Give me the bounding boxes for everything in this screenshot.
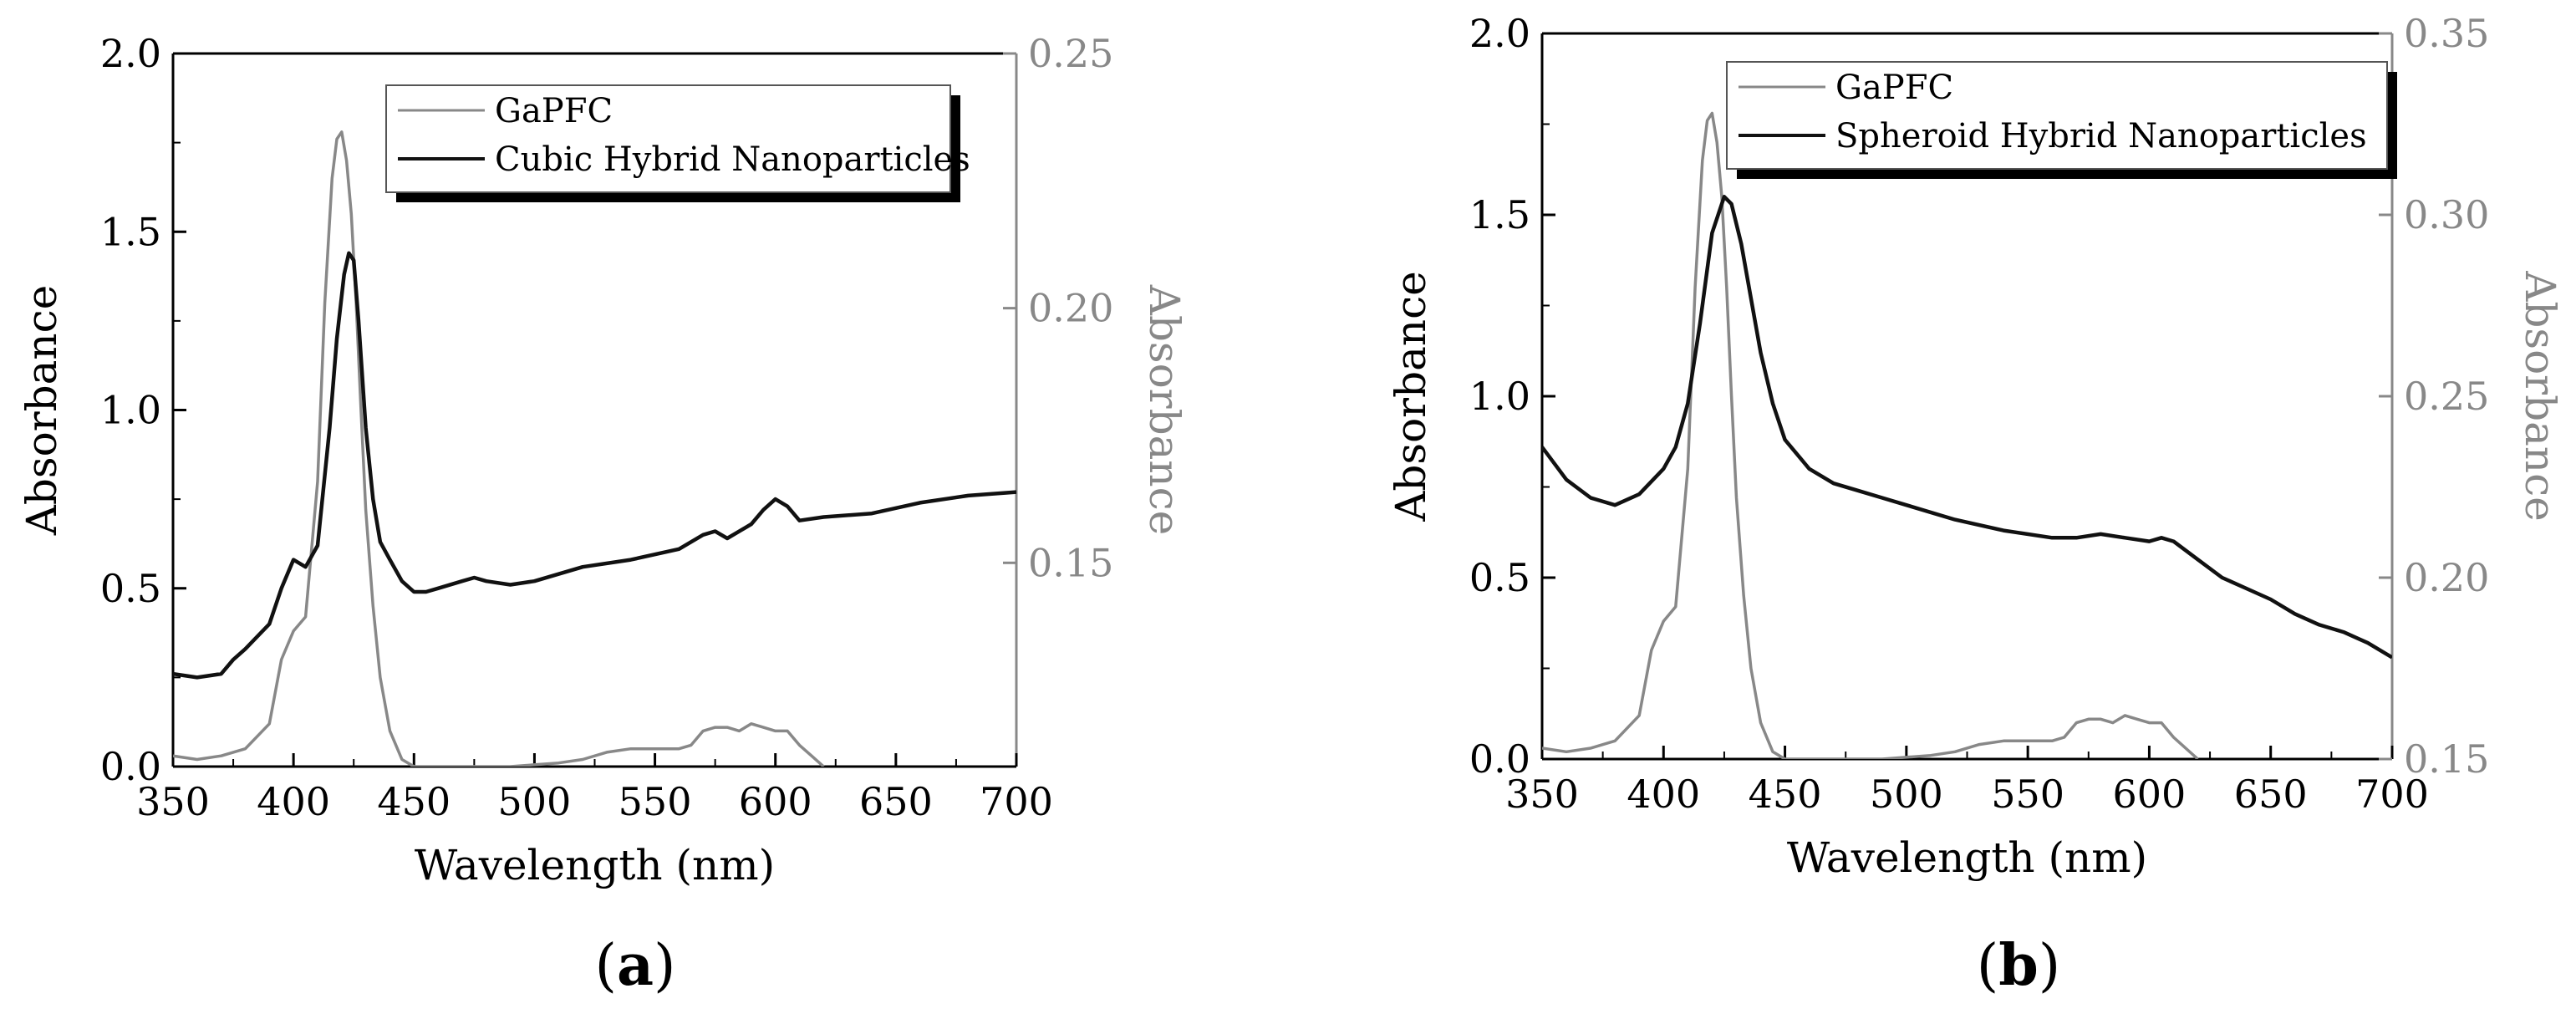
panel-label-open: ( <box>594 933 617 999</box>
legend-box <box>1726 61 2388 170</box>
legend-label: GaPFC <box>495 92 613 130</box>
y-left-tick-label: 0.0 <box>1469 736 1530 782</box>
panel-label: (b) <box>1977 932 2061 999</box>
y-left-tick-label: 2.0 <box>100 31 161 76</box>
legend-label: Cubic Hybrid Nanoparticles <box>495 140 970 179</box>
legend-box <box>385 84 951 193</box>
x-tick-label: 600 <box>739 779 812 824</box>
y-left-tick-label: 1.0 <box>1469 374 1530 419</box>
y-right-tick-label: 0.20 <box>1028 286 1113 331</box>
y-right-tick-label: 0.30 <box>2404 192 2489 237</box>
gapfc-series-line <box>1542 111 2199 759</box>
y-right-tick-label: 0.15 <box>2404 736 2489 782</box>
x-tick-label: 600 <box>2113 772 2187 817</box>
y-right-axis-title: Absorbance <box>1140 284 1189 535</box>
hybrid-series-line <box>173 251 1016 680</box>
panel-label-open: ( <box>1977 933 1999 999</box>
chart-panel-a: 350 400 450 500 550 600 650 700 0.0 0.5 1.0 1.5 2.0 0… <box>18 31 1189 889</box>
x-tick-label: 650 <box>2234 772 2308 817</box>
hybrid-series-line <box>1542 195 2392 660</box>
x-tick-label: 400 <box>1627 772 1700 817</box>
panel-label-close: ) <box>654 933 676 999</box>
x-tick-label: 700 <box>2355 772 2429 817</box>
x-tick-label: 450 <box>377 779 451 824</box>
x-axis-title: Wavelength (nm) <box>1787 833 2147 882</box>
panel-label-letter: a <box>617 932 654 999</box>
y-left-tick-label: 1.5 <box>100 209 161 254</box>
y-left-tick-label: 0.5 <box>1469 555 1530 600</box>
x-tick-label: 550 <box>619 779 692 824</box>
x-axis-title: Wavelength (nm) <box>415 841 775 889</box>
y-left-axis-title: Absorbance <box>18 285 66 536</box>
y-right-tick-label: 0.35 <box>2404 11 2489 56</box>
x-tick-label: 550 <box>1991 772 2064 817</box>
x-tick-label: 700 <box>980 779 1053 824</box>
x-tick-label: 500 <box>498 779 572 824</box>
chart-panel-b: 350 400 450 500 550 600 650 700 0.0 0.5 1.0 1.5 2.0 0… <box>1387 11 2564 882</box>
y-left-tick-label: 2.0 <box>1469 11 1530 56</box>
y-left-axis-title: Absorbance <box>1387 271 1435 522</box>
x-tick-label: 400 <box>257 779 330 824</box>
x-tick-label: 350 <box>1505 772 1579 817</box>
panel-label: (a) <box>594 932 675 999</box>
x-tick-label: 650 <box>859 779 933 824</box>
y-left-tick-label: 1.5 <box>1469 192 1530 237</box>
y-right-tick-label: 0.25 <box>2404 374 2489 419</box>
y-left-tick-label: 1.0 <box>100 388 161 433</box>
y-right-tick-label: 0.15 <box>1028 540 1113 585</box>
legend-label: Spheroid Hybrid Nanoparticles <box>1835 117 2367 155</box>
x-tick-label: 500 <box>1870 772 1943 817</box>
panel-label-letter: b <box>1998 932 2039 999</box>
y-right-tick-label: 0.25 <box>1028 31 1113 76</box>
y-right-axis-title: Absorbance <box>2516 270 2564 521</box>
y-right-tick-label: 0.20 <box>2404 555 2489 600</box>
panel-label-close: ) <box>2039 933 2061 999</box>
y-left-tick-label: 0.5 <box>100 566 161 611</box>
y-left-tick-label: 0.0 <box>100 744 161 789</box>
x-tick-label: 450 <box>1749 772 1822 817</box>
legend-label: GaPFC <box>1835 69 1953 107</box>
x-tick-label: 350 <box>136 779 210 824</box>
gapfc-series-line <box>173 130 825 767</box>
